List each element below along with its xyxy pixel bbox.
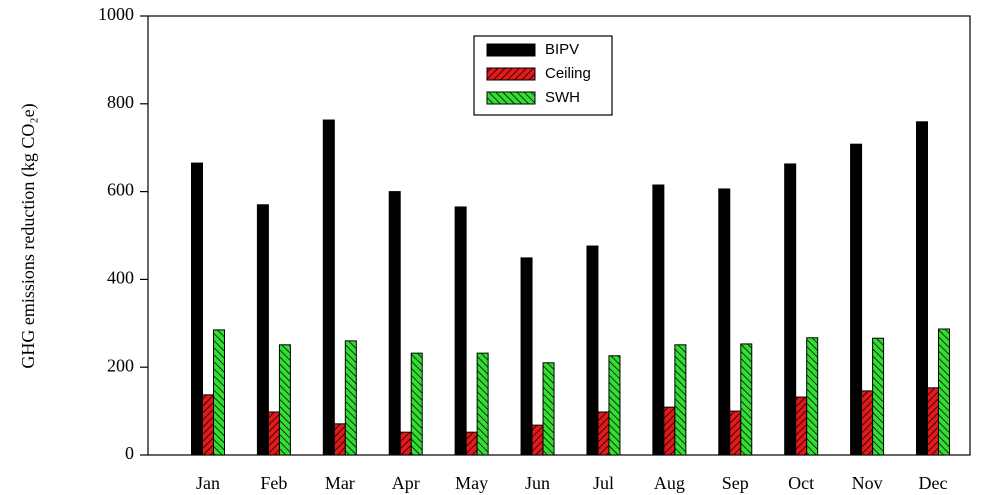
- bar: [916, 121, 928, 456]
- bar: [322, 119, 335, 456]
- bar: [202, 394, 214, 456]
- x-tick-label: Jun: [525, 473, 550, 493]
- legend-label: Ceiling: [545, 65, 591, 82]
- bar: [465, 431, 478, 456]
- bar: [795, 396, 808, 456]
- bar: [278, 344, 291, 456]
- bar: [267, 411, 280, 456]
- bar: [850, 143, 863, 456]
- x-tick-label: Apr: [392, 473, 420, 493]
- x-tick-label: Oct: [788, 473, 814, 493]
- bar: [806, 337, 819, 456]
- bar: [652, 184, 665, 456]
- y-tick-label: 200: [107, 355, 134, 375]
- bar: [729, 410, 742, 456]
- bar: [872, 337, 885, 456]
- x-tick-label: Sep: [722, 473, 749, 493]
- y-tick-label: 400: [107, 268, 134, 288]
- bar: [213, 329, 225, 456]
- legend-swatch: [486, 67, 536, 81]
- x-tick-label: May: [455, 473, 488, 493]
- x-tick-label: Jan: [196, 473, 220, 493]
- bar: [861, 390, 874, 456]
- bar: [542, 362, 555, 456]
- bar: [608, 355, 621, 456]
- bar: [399, 431, 412, 456]
- y-axis-title: GHG emissions reduction (kg CO₂e): [18, 103, 39, 368]
- x-tick-label: Aug: [654, 473, 685, 493]
- bar: [191, 162, 203, 456]
- bar: [927, 387, 939, 456]
- bar: [784, 163, 797, 456]
- y-tick-label: 0: [125, 443, 134, 463]
- legend-swatch: [486, 91, 536, 105]
- x-tick-label: Nov: [852, 473, 883, 493]
- x-tick-label: Dec: [919, 473, 948, 493]
- legend-swatch: [486, 43, 536, 57]
- bar: [718, 188, 731, 456]
- bar: [388, 191, 401, 456]
- bar: [597, 411, 610, 456]
- legend-label: SWH: [545, 89, 580, 106]
- y-tick-label: 800: [107, 92, 134, 112]
- x-tick-label: Mar: [325, 473, 355, 493]
- bar: [454, 206, 467, 456]
- x-tick-label: Feb: [260, 473, 287, 493]
- bar: [520, 257, 533, 456]
- bar: [333, 423, 346, 456]
- bar: [531, 424, 544, 456]
- bar: [410, 352, 423, 456]
- bar: [344, 340, 357, 456]
- bar: [256, 204, 269, 456]
- bar: [476, 352, 489, 456]
- bar: [663, 406, 676, 456]
- bar: [674, 344, 687, 456]
- bar: [740, 343, 753, 456]
- y-tick-label: 600: [107, 180, 134, 200]
- bar: [938, 328, 950, 456]
- y-tick-label: 1000: [98, 4, 134, 24]
- legend-label: BIPV: [545, 41, 579, 58]
- bar: [586, 245, 599, 456]
- x-tick-label: Jul: [593, 473, 614, 493]
- plot-frame: [147, 15, 971, 456]
